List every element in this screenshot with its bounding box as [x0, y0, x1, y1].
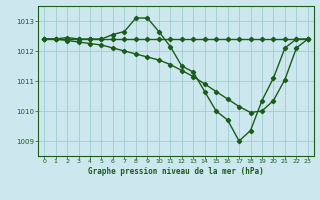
X-axis label: Graphe pression niveau de la mer (hPa): Graphe pression niveau de la mer (hPa)	[88, 167, 264, 176]
